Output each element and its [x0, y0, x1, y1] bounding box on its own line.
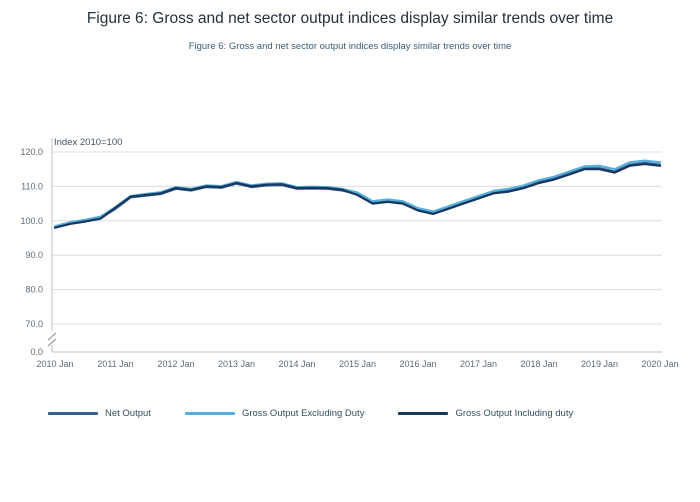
x-tick-label: 2010 Jan — [36, 359, 73, 369]
legend-label-net-output: Net Output — [105, 408, 151, 419]
y-tick-label: 90.0 — [25, 250, 43, 260]
x-tick-label: 2012 Jan — [157, 359, 194, 369]
y-tick-label: 70.0 — [25, 319, 43, 329]
chart-subtitle: Figure 6: Gross and net sector output in… — [188, 40, 512, 52]
x-tick-label: 2018 Jan — [520, 359, 557, 369]
x-tick-label: 2014 Jan — [278, 359, 315, 369]
x-tick-label: 2019 Jan — [581, 359, 618, 369]
y-tick-label: 120.0 — [20, 147, 43, 157]
legend-item-net-output[interactable]: Net Output — [48, 408, 151, 419]
x-tick-label: 2015 Jan — [339, 359, 376, 369]
x-tick-label: 2017 Jan — [460, 359, 497, 369]
y-axis-break-mark — [47, 338, 57, 347]
x-tick-label: 2020 Jan — [641, 359, 678, 369]
series-line-gross-output-including-duty — [53, 162, 662, 229]
legend-swatch-gross-output-excluding-duty — [184, 412, 235, 415]
series-line-gross-output-excluding-duty — [53, 159, 662, 228]
x-tick-label: 2016 Jan — [399, 359, 436, 369]
y-axis-break-mark — [47, 332, 57, 341]
chart-legend: Net Output Gross Output Excluding Duty G… — [48, 408, 573, 419]
y-tick-label: 80.0 — [25, 285, 43, 295]
y-axis-title: Index 2010=100 — [54, 137, 122, 148]
legend-label-gross-output-including-duty: Gross Output Including duty — [455, 408, 574, 419]
legend-item-gross-output-including-duty[interactable]: Gross Output Including duty — [398, 408, 573, 419]
legend-swatch-gross-output-including-duty — [398, 412, 449, 415]
x-tick-label: 2011 Jan — [97, 359, 133, 369]
legend-item-gross-output-excluding-duty[interactable]: Gross Output Excluding Duty — [184, 408, 365, 419]
chart-title: Figure 6: Gross and net sector output in… — [86, 10, 614, 27]
legend-label-gross-output-excluding-duty: Gross Output Excluding Duty — [241, 408, 365, 419]
y-tick-label: 0.0 — [30, 347, 43, 357]
y-tick-label: 110.0 — [21, 181, 43, 191]
legend-swatch-net-output — [48, 412, 98, 415]
x-tick-label: 2013 Jan — [218, 359, 255, 369]
y-tick-label: 100.0 — [20, 216, 43, 226]
